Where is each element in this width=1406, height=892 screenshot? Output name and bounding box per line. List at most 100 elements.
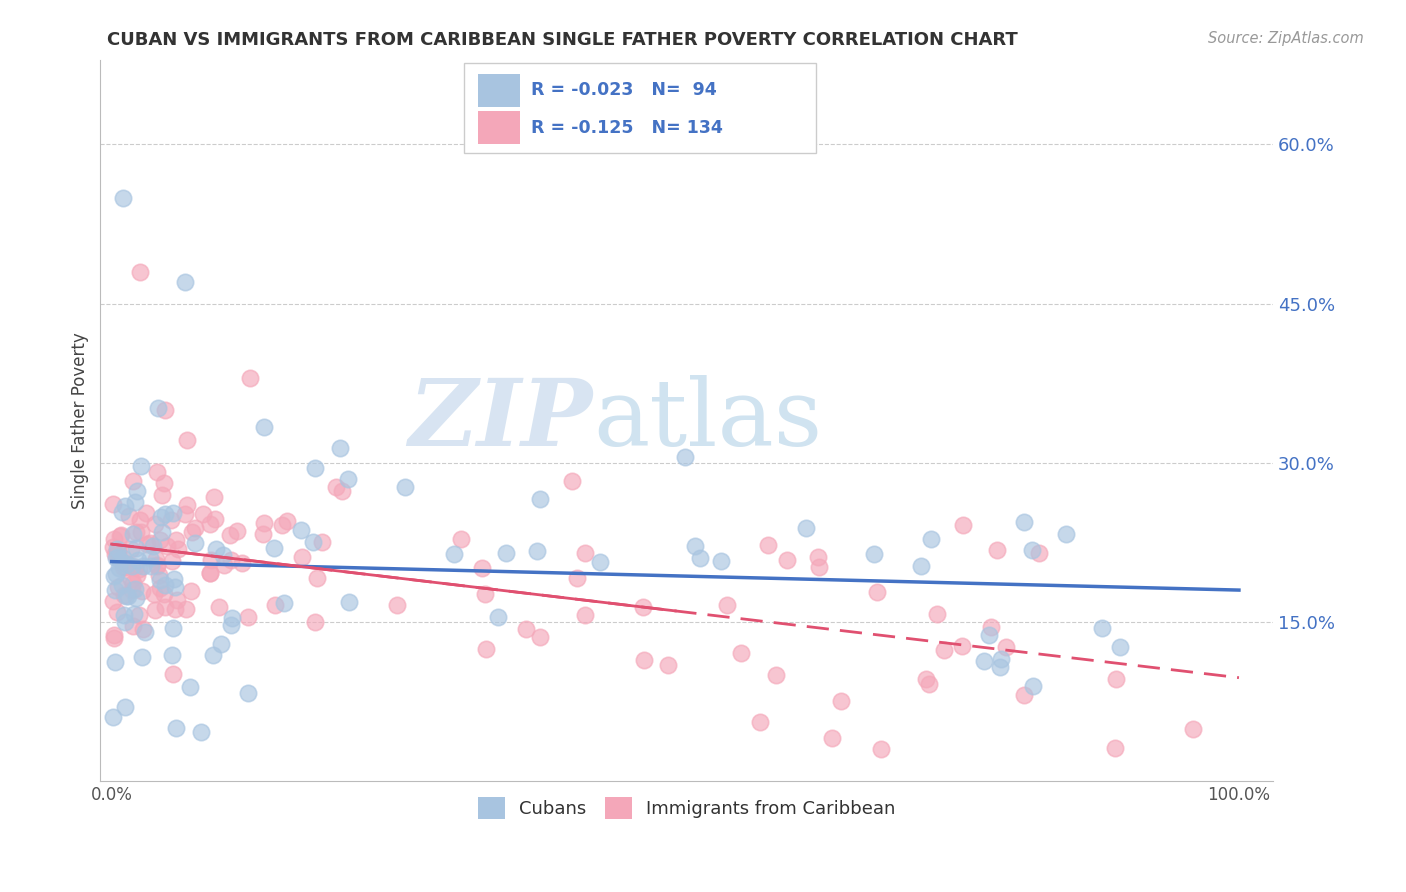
Point — [1012, 688, 1035, 702]
Point — [103, 569, 125, 583]
Point — [105, 605, 128, 619]
Point — [104, 655, 127, 669]
Point — [495, 546, 517, 560]
Point — [336, 472, 359, 486]
Point — [107, 580, 129, 594]
Point — [129, 512, 152, 526]
Point — [103, 541, 125, 555]
Point — [174, 276, 197, 290]
Point — [756, 538, 779, 552]
Point — [920, 533, 942, 547]
FancyBboxPatch shape — [464, 63, 815, 153]
Point — [103, 628, 125, 642]
Point — [162, 648, 184, 662]
Point — [120, 541, 142, 556]
Point — [165, 721, 187, 735]
Point — [125, 541, 148, 555]
Point — [176, 498, 198, 512]
Point — [236, 686, 259, 700]
Point — [238, 610, 260, 624]
Point — [152, 587, 174, 601]
Point — [101, 710, 124, 724]
Point — [160, 554, 183, 568]
Point — [304, 461, 326, 475]
Point — [101, 496, 124, 510]
Point — [125, 591, 148, 605]
Point — [253, 516, 276, 531]
Point — [716, 599, 738, 613]
Point — [115, 557, 138, 571]
Point — [105, 566, 128, 581]
Point — [104, 583, 127, 598]
Point — [1028, 545, 1050, 559]
Point — [730, 646, 752, 660]
Point — [124, 560, 146, 574]
Point — [174, 602, 197, 616]
Point — [128, 561, 150, 575]
Point — [153, 475, 176, 490]
Point — [1091, 621, 1114, 635]
Point — [110, 553, 132, 567]
Point — [925, 607, 948, 621]
Text: Source: ZipAtlas.com: Source: ZipAtlas.com — [1208, 31, 1364, 46]
Point — [208, 600, 231, 615]
FancyBboxPatch shape — [478, 74, 520, 107]
Point — [180, 524, 202, 539]
Point — [529, 491, 551, 506]
Point — [115, 589, 138, 603]
Point — [980, 620, 1002, 634]
Point — [212, 548, 235, 562]
Point — [129, 525, 152, 540]
Point — [150, 488, 173, 502]
Point — [218, 528, 240, 542]
Point — [142, 539, 165, 553]
Point — [112, 560, 135, 574]
Point — [149, 533, 172, 547]
Point — [104, 547, 127, 561]
Point — [950, 639, 973, 653]
Point — [291, 550, 314, 565]
Point — [332, 483, 354, 498]
Point — [311, 535, 333, 549]
Point — [114, 699, 136, 714]
Point — [1014, 515, 1036, 529]
Point — [589, 555, 612, 569]
Point — [125, 484, 148, 499]
Point — [765, 668, 787, 682]
Point — [862, 547, 884, 561]
Point — [122, 607, 145, 621]
Point — [977, 628, 1000, 642]
Point — [910, 559, 932, 574]
Point — [198, 566, 221, 581]
Point — [264, 598, 287, 612]
Point — [219, 617, 242, 632]
Point — [121, 575, 143, 590]
Point — [271, 517, 294, 532]
Point — [167, 542, 190, 557]
Point — [301, 535, 323, 549]
Point — [145, 558, 167, 572]
Point — [124, 495, 146, 509]
Point — [112, 190, 135, 204]
Point — [149, 573, 172, 587]
Point — [146, 401, 169, 415]
Point — [153, 402, 176, 417]
Point — [176, 433, 198, 447]
Point — [263, 541, 285, 555]
Point — [474, 642, 496, 657]
Point — [139, 559, 162, 574]
Point — [657, 658, 679, 673]
Point — [156, 539, 179, 553]
Point — [574, 545, 596, 559]
Point — [990, 651, 1012, 665]
Point — [529, 630, 551, 644]
Legend: Cubans, Immigrants from Caribbean: Cubans, Immigrants from Caribbean — [471, 789, 903, 826]
Point — [139, 551, 162, 566]
Y-axis label: Single Father Poverty: Single Father Poverty — [72, 332, 89, 508]
Point — [180, 584, 202, 599]
Point — [122, 474, 145, 488]
Point — [710, 554, 733, 568]
Text: atlas: atlas — [593, 376, 823, 466]
Point — [165, 533, 187, 547]
Point — [131, 584, 153, 599]
